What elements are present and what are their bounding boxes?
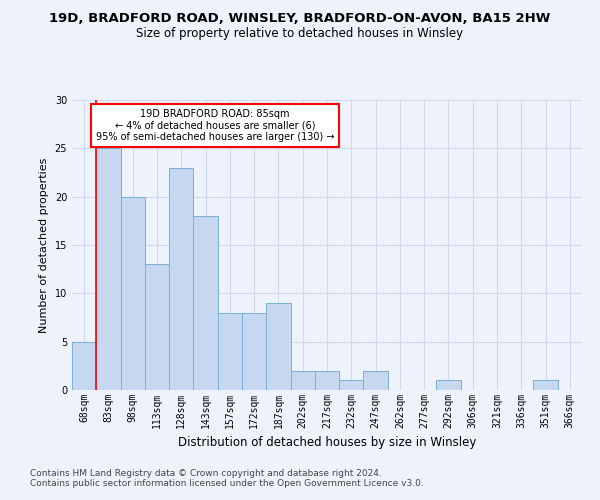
Bar (290, 370, 315, 390)
Bar (121, 196, 145, 390)
Y-axis label: Number of detached properties: Number of detached properties (39, 158, 49, 332)
Text: 19D BRADFORD ROAD: 85sqm
← 4% of detached houses are smaller (6)
95% of semi-det: 19D BRADFORD ROAD: 85sqm ← 4% of detache… (95, 108, 334, 142)
Bar (315, 370, 339, 390)
Bar (533, 380, 558, 390)
Bar (339, 380, 364, 390)
Bar (169, 168, 193, 390)
Text: Contains HM Land Registry data © Crown copyright and database right 2024.: Contains HM Land Registry data © Crown c… (30, 468, 382, 477)
Bar (436, 380, 461, 390)
Bar (145, 264, 169, 390)
Text: 19D, BRADFORD ROAD, WINSLEY, BRADFORD-ON-AVON, BA15 2HW: 19D, BRADFORD ROAD, WINSLEY, BRADFORD-ON… (49, 12, 551, 26)
Bar (193, 216, 218, 390)
Bar (266, 303, 290, 390)
Bar (72, 342, 96, 390)
Bar (364, 370, 388, 390)
Text: Contains public sector information licensed under the Open Government Licence v3: Contains public sector information licen… (30, 478, 424, 488)
X-axis label: Distribution of detached houses by size in Winsley: Distribution of detached houses by size … (178, 436, 476, 450)
Text: Size of property relative to detached houses in Winsley: Size of property relative to detached ho… (136, 28, 464, 40)
Bar (218, 312, 242, 390)
Bar (96, 148, 121, 390)
Bar (242, 312, 266, 390)
